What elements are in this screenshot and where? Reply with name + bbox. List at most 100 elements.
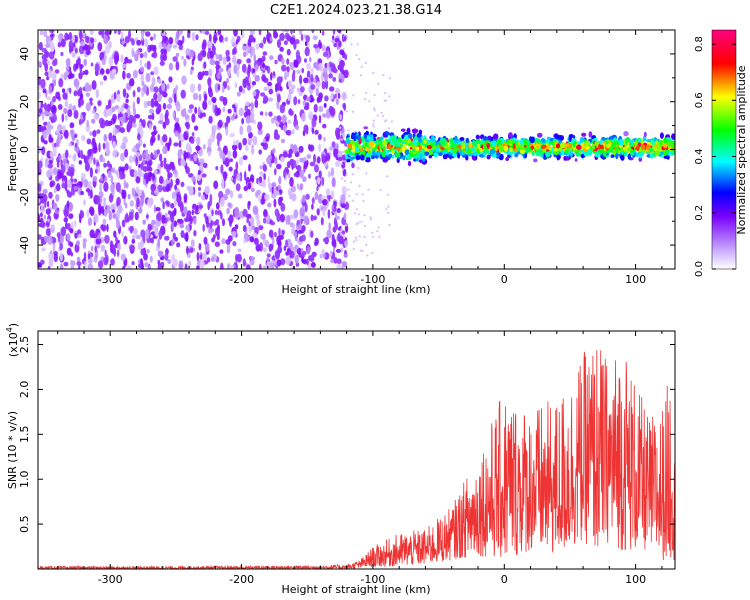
heatmap-cell (183, 131, 189, 141)
heatmap-cell (71, 34, 75, 44)
heatmap-cell (126, 72, 131, 79)
snr-x-ticks: -300 -200 -100 0 100 (57, 331, 663, 586)
heatmap-cell (652, 147, 658, 151)
heatmap-cell (214, 104, 218, 112)
heatmap-cell (365, 91, 368, 94)
heatmap-cell (557, 134, 562, 141)
heatmap-cell (321, 30, 325, 36)
heatmap-cell (83, 179, 89, 188)
heatmap-cell (139, 53, 144, 59)
heatmap-cell (448, 151, 452, 156)
heatmap-cell (222, 106, 226, 113)
heatmap-cell (338, 157, 342, 161)
heatmap-cell (357, 166, 360, 170)
heatmap-cell (136, 197, 140, 208)
heatmap-cell (153, 125, 157, 132)
heatmap-cell (189, 69, 193, 75)
heatmap-cell (155, 207, 161, 212)
heatmap-cell (161, 31, 165, 36)
heatmap-cell (351, 110, 355, 113)
heatmap-cell (322, 208, 326, 217)
heatmap-cell (53, 252, 58, 263)
heatmap-cell (234, 82, 238, 89)
heatmap-cell (89, 30, 94, 36)
heatmap-cell (104, 249, 107, 258)
heatmap-cell (108, 194, 114, 203)
heatmap-cell (637, 142, 642, 147)
heatmap-cell (124, 103, 129, 110)
heatmap-cell (336, 258, 342, 265)
heatmap-cell (594, 141, 598, 146)
heatmap-cell (207, 77, 212, 87)
heatmap-cell (129, 38, 135, 42)
heatmap-cell (164, 235, 170, 241)
heatmap-cell (335, 248, 341, 253)
heatmap-cell (627, 147, 632, 152)
heatmap-cell (318, 133, 322, 141)
heatmap-cell (299, 157, 304, 163)
heatmap-cell (216, 72, 221, 80)
heatmap-cell (94, 63, 100, 73)
heatmap-cell (409, 153, 414, 157)
heatmap-cell (249, 259, 255, 266)
heatmap-cell (165, 109, 169, 118)
heatmap-cell (575, 152, 582, 157)
heatmap-cell (65, 149, 69, 159)
snr-multiplier-exp: 4 (5, 327, 14, 332)
heatmap-cell (287, 80, 292, 88)
heatmap-cell (175, 84, 179, 91)
heatmap-cell (252, 68, 256, 73)
heatmap-cell (246, 58, 252, 64)
heatmap-cell (424, 151, 430, 156)
heatmap-cell (351, 152, 356, 156)
heatmap-cell (191, 132, 195, 137)
heatmap-cell (363, 126, 369, 130)
heatmap-cell (208, 68, 213, 78)
heatmap-cell (185, 224, 190, 232)
heatmap-cell (249, 236, 255, 243)
heatmap-cell (227, 150, 232, 159)
heatmap-cell (507, 154, 511, 158)
heatmap-cell (76, 261, 82, 266)
heatmap-cell (76, 240, 80, 246)
heatmap-cell (537, 132, 543, 138)
heatmap-cell (311, 203, 314, 210)
heatmap-cell (102, 142, 106, 150)
heatmap-cell (89, 131, 94, 136)
heatmap-cell (355, 222, 358, 226)
heatmap-cell (70, 252, 74, 257)
heatmap-cell (104, 234, 110, 244)
heatmap-cell (339, 195, 342, 198)
heatmap-cell (129, 200, 135, 207)
heatmap-cell (391, 154, 395, 159)
heatmap-cell (245, 145, 249, 152)
heatmap-cell (242, 258, 246, 267)
heatmap-cell (569, 151, 574, 158)
heatmap-cell (283, 245, 287, 252)
heatmap-cell (161, 214, 166, 224)
heatmap-cell (84, 260, 87, 269)
heatmap-cell (301, 234, 306, 242)
heatmap-cell (189, 83, 196, 93)
heatmap-cell (106, 160, 110, 168)
heatmap-cell (343, 212, 347, 220)
heatmap-cell (63, 72, 68, 81)
heatmap-cell (210, 220, 214, 227)
heatmap-cell (362, 200, 365, 203)
heatmap-cell (565, 143, 570, 147)
heatmap-cell (66, 58, 71, 68)
heatmap-cell (180, 89, 186, 99)
heatmap-cell (40, 221, 46, 228)
heatmap-cell (362, 150, 366, 156)
heatmap-cell (246, 124, 252, 134)
heatmap-cell (72, 105, 77, 112)
heatmap-cell (236, 58, 242, 65)
heatmap-cell (553, 148, 559, 152)
heatmap-cell (295, 159, 300, 166)
heatmap-cell (367, 188, 370, 191)
heatmap-cell (57, 171, 63, 180)
heatmap-cell (138, 121, 142, 129)
heatmap-cell (320, 72, 324, 82)
heatmap-cell (151, 131, 157, 136)
heatmap-cell (341, 92, 347, 101)
